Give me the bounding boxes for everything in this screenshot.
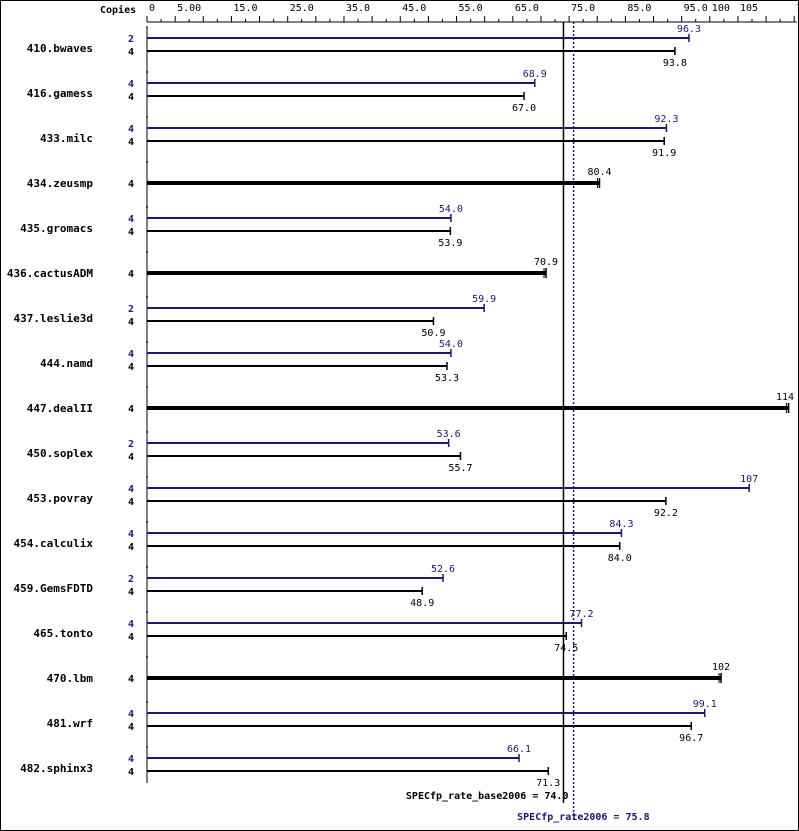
benchmark-label: 444.namd (40, 357, 93, 370)
peak-summary-label: SPECfp_rate2006 = 75.8 (517, 812, 649, 823)
base-copies-value: 4 (128, 92, 134, 103)
base-copies-value: 4 (128, 452, 134, 463)
base-copies-value: 4 (128, 497, 134, 508)
peak-value-label: 53.6 (437, 429, 461, 440)
peak-copies-value: 4 (128, 709, 134, 720)
copies-value: 4 (128, 404, 134, 415)
combined-value-label: 70.9 (534, 257, 558, 268)
base-value-label: 92.2 (654, 508, 678, 519)
base-value-label: 50.9 (421, 328, 445, 339)
copies-value: 4 (128, 674, 134, 685)
peak-value-label: 84.3 (609, 519, 633, 530)
peak-value-label: 59.9 (472, 294, 496, 305)
peak-value-label: 107 (740, 474, 758, 485)
peak-value-label: 66.1 (507, 744, 531, 755)
x-tick-label: 75.0 (571, 3, 595, 14)
peak-value-label: 96.3 (677, 24, 701, 35)
peak-copies-value: 4 (128, 349, 134, 360)
peak-copies-value: 4 (128, 754, 134, 765)
peak-copies-value: 4 (128, 484, 134, 495)
base-copies-value: 4 (128, 632, 134, 643)
benchmark-label: 453.povray (27, 492, 94, 505)
x-tick-label: 55.0 (459, 3, 483, 14)
base-value-label: 48.9 (410, 598, 434, 609)
peak-copies-value: 4 (128, 529, 134, 540)
base-summary-label: SPECfp_rate_base2006 = 74.0 (406, 791, 569, 802)
x-tick-label: 100 (712, 3, 730, 14)
benchmark-label: 433.milc (40, 132, 93, 145)
benchmark-label: 454.calculix (14, 537, 94, 550)
x-tick-label: 0 (149, 3, 155, 14)
benchmark-label: 435.gromacs (20, 222, 93, 235)
base-copies-value: 4 (128, 767, 134, 778)
benchmark-label: 481.wrf (47, 717, 93, 730)
copies-value: 4 (128, 269, 134, 280)
base-value-label: 74.5 (554, 643, 578, 654)
x-tick-label: 65.0 (515, 3, 539, 14)
x-tick-label: 85.0 (627, 3, 651, 14)
x-tick-label: 95.0 (684, 3, 708, 14)
peak-value-label: 99.1 (693, 699, 717, 710)
base-copies-value: 4 (128, 542, 134, 553)
peak-value-label: 54.0 (439, 339, 463, 350)
benchmark-label: 450.soplex (27, 447, 94, 460)
base-copies-value: 4 (128, 227, 134, 238)
base-copies-value: 4 (128, 362, 134, 373)
benchmark-label: 416.gamess (27, 87, 93, 100)
peak-copies-value: 4 (128, 124, 134, 135)
benchmark-label: 447.dealII (27, 402, 93, 415)
base-copies-value: 4 (128, 317, 134, 328)
x-tick-label: 35.0 (346, 3, 370, 14)
base-value-label: 53.3 (435, 373, 459, 384)
benchmark-label: 436.cactusADM (7, 267, 93, 280)
base-value-label: 93.8 (663, 58, 687, 69)
copies-header: Copies (100, 4, 136, 16)
peak-copies-value: 4 (128, 619, 134, 630)
peak-copies-value: 2 (128, 34, 134, 45)
base-value-label: 91.9 (652, 148, 676, 159)
benchmark-label: 482.sphinx3 (20, 762, 93, 775)
base-copies-value: 4 (128, 137, 134, 148)
benchmark-label: 434.zeusmp (27, 177, 94, 190)
base-copies-value: 4 (128, 722, 134, 733)
base-copies-value: 4 (128, 47, 134, 58)
peak-copies-value: 2 (128, 304, 134, 315)
peak-copies-value: 4 (128, 79, 134, 90)
peak-value-label: 77.2 (569, 609, 593, 620)
base-value-label: 84.0 (608, 553, 632, 564)
peak-value-label: 54.0 (439, 204, 463, 215)
benchmark-label: 410.bwaves (27, 42, 93, 55)
peak-value-label: 52.6 (431, 564, 455, 575)
base-value-label: 71.3 (536, 778, 560, 789)
x-tick-label: 5.00 (177, 3, 201, 14)
copies-value: 4 (128, 179, 134, 190)
peak-value-label: 92.3 (654, 114, 678, 125)
peak-value-label: 68.9 (523, 69, 547, 80)
benchmark-label: 459.GemsFDTD (14, 582, 94, 595)
base-value-label: 96.7 (679, 733, 703, 744)
peak-copies-value: 2 (128, 439, 134, 450)
benchmark-label: 470.lbm (47, 672, 94, 685)
combined-value-label: 114 (776, 392, 794, 403)
x-tick-label: 25.0 (290, 3, 314, 14)
x-tick-label: 45.0 (402, 3, 426, 14)
base-value-label: 53.9 (438, 238, 462, 249)
x-tick-label: 105 (740, 3, 758, 14)
base-value-label: 67.0 (512, 103, 536, 114)
combined-value-label: 80.4 (587, 167, 611, 178)
x-tick-label: 115 (796, 3, 799, 14)
x-tick-label: 15.0 (233, 3, 257, 14)
combined-value-label: 102 (712, 662, 730, 673)
benchmark-label: 437.leslie3d (14, 312, 93, 325)
base-copies-value: 4 (128, 587, 134, 598)
peak-copies-value: 2 (128, 574, 134, 585)
base-value-label: 55.7 (448, 463, 472, 474)
benchmark-label: 465.tonto (33, 627, 93, 640)
peak-copies-value: 4 (128, 214, 134, 225)
